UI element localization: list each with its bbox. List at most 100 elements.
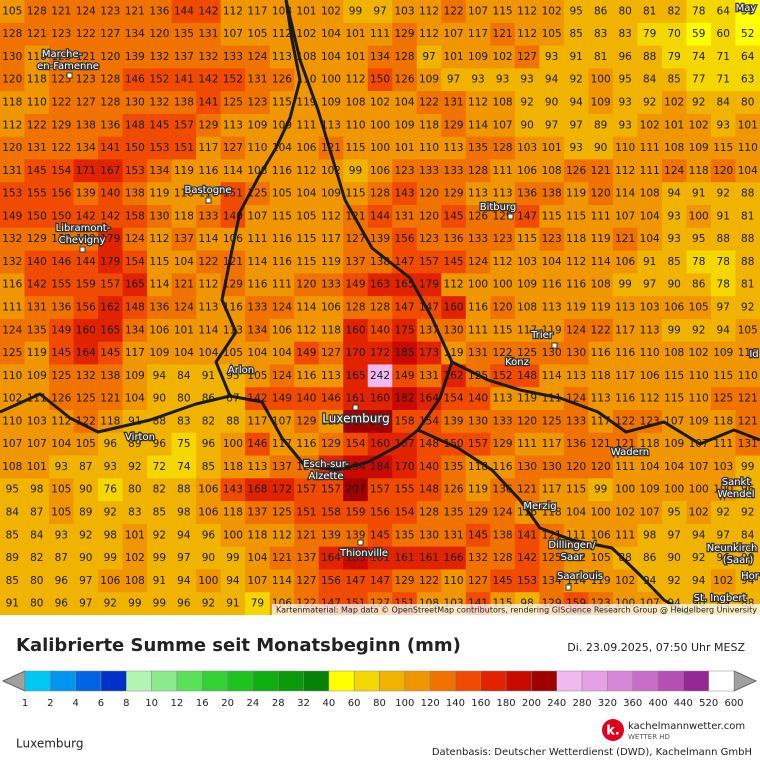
- value-label: 121: [100, 393, 120, 405]
- value-cell: [416, 205, 442, 229]
- value-cell: [122, 0, 148, 24]
- value-label: 140: [419, 461, 439, 473]
- value-label: 155: [394, 484, 414, 496]
- value-label: 179: [419, 279, 439, 291]
- value-label: 112: [517, 5, 537, 17]
- value-label: 116: [272, 256, 292, 268]
- value-label: 115: [345, 142, 365, 154]
- value-cell: [514, 341, 540, 365]
- value-label: 112: [149, 233, 169, 245]
- place-label: Hor: [741, 571, 760, 582]
- value-cell: [392, 91, 418, 115]
- value-cell: [220, 22, 246, 47]
- value-cell: [539, 113, 565, 138]
- value-label: 128: [394, 51, 414, 63]
- value-cell: [49, 592, 75, 616]
- value-cell: [416, 546, 442, 570]
- value-cell: [196, 273, 222, 297]
- value-cell: [122, 364, 148, 388]
- value-cell: [612, 501, 638, 525]
- value-label: 102: [615, 507, 635, 519]
- value-label: 152: [149, 74, 169, 86]
- value-cell: [392, 22, 418, 47]
- legend-label: 280: [573, 698, 592, 709]
- value-label: 81: [643, 5, 656, 17]
- value-label: 104: [640, 461, 660, 473]
- source: Datenbasis: Deutscher Wetterdienst (DWD)…: [432, 747, 752, 758]
- value-label: 97: [643, 279, 656, 291]
- value-label: 102: [615, 575, 635, 587]
- value-label: 82: [202, 415, 215, 427]
- value-cell: [416, 45, 442, 69]
- value-cell: [245, 478, 271, 502]
- value-label: 111: [296, 119, 316, 131]
- value-label: 88: [226, 415, 239, 427]
- legend-swatch: [607, 670, 633, 692]
- value-cell: [441, 182, 467, 206]
- value-label: 207: [345, 484, 365, 496]
- value-cell: [367, 410, 393, 434]
- value-label: 123: [394, 165, 414, 177]
- value-label: 119: [149, 188, 169, 200]
- value-label: 98: [177, 507, 190, 519]
- value-cell: [171, 227, 197, 252]
- value-cell: [392, 296, 418, 320]
- value-cell: [490, 182, 516, 206]
- value-label: 118: [542, 507, 562, 519]
- value-cell: [171, 410, 197, 434]
- value-cell: [612, 0, 638, 24]
- value-cell: [392, 478, 418, 502]
- value-cell: [490, 478, 516, 502]
- value-label: 109: [419, 74, 439, 86]
- value-label: 168: [247, 484, 267, 496]
- value-label: 121: [615, 233, 635, 245]
- value-cell: [122, 182, 148, 206]
- value-label: 91: [226, 598, 239, 610]
- value-cell: [269, 250, 295, 274]
- value-label: 106: [615, 256, 635, 268]
- value-cell: [735, 22, 760, 47]
- value-cell: [73, 68, 99, 92]
- legend-swatch: [151, 670, 178, 692]
- value-label: 112: [493, 256, 513, 268]
- value-cell: [735, 91, 760, 115]
- value-cell: [196, 182, 222, 206]
- value-cell: [245, 227, 271, 252]
- value-cell: [514, 523, 540, 548]
- value-label: 102: [493, 51, 513, 63]
- value-cell: [416, 113, 442, 138]
- value-label: 128: [370, 188, 390, 200]
- value-label: 112: [296, 324, 316, 336]
- value-cell: [710, 0, 736, 24]
- value-label: 119: [542, 324, 562, 336]
- value-cell: [490, 22, 516, 47]
- value-label: 88: [717, 233, 730, 245]
- value-cell: [710, 387, 736, 411]
- value-label: 113: [493, 393, 513, 405]
- legend-label: 24: [247, 698, 260, 709]
- value-cell: [490, 546, 516, 570]
- value-cell: [710, 432, 736, 457]
- value-cell: [171, 432, 197, 457]
- value-cell: [367, 364, 393, 388]
- value-label: 145: [370, 529, 390, 541]
- value-cell: [539, 341, 565, 365]
- value-cell: [343, 113, 369, 138]
- value-cell: [294, 0, 320, 24]
- value-cell: [514, 455, 540, 479]
- value-cell: [588, 45, 614, 69]
- value-label: 92: [79, 529, 92, 541]
- value-cell: [661, 0, 687, 24]
- value-label: 116: [247, 279, 267, 291]
- value-label: 179: [100, 256, 120, 268]
- value-label: 134: [76, 142, 96, 154]
- value-cell: [171, 159, 197, 183]
- value-label: 125: [2, 347, 22, 359]
- value-label: 142: [76, 210, 96, 222]
- value-cell: [441, 569, 467, 593]
- value-label: 160: [444, 302, 464, 314]
- value-label: 121: [591, 438, 611, 450]
- value-label: 99: [741, 461, 754, 473]
- value-label: 92: [643, 97, 656, 109]
- value-cell: [588, 432, 614, 457]
